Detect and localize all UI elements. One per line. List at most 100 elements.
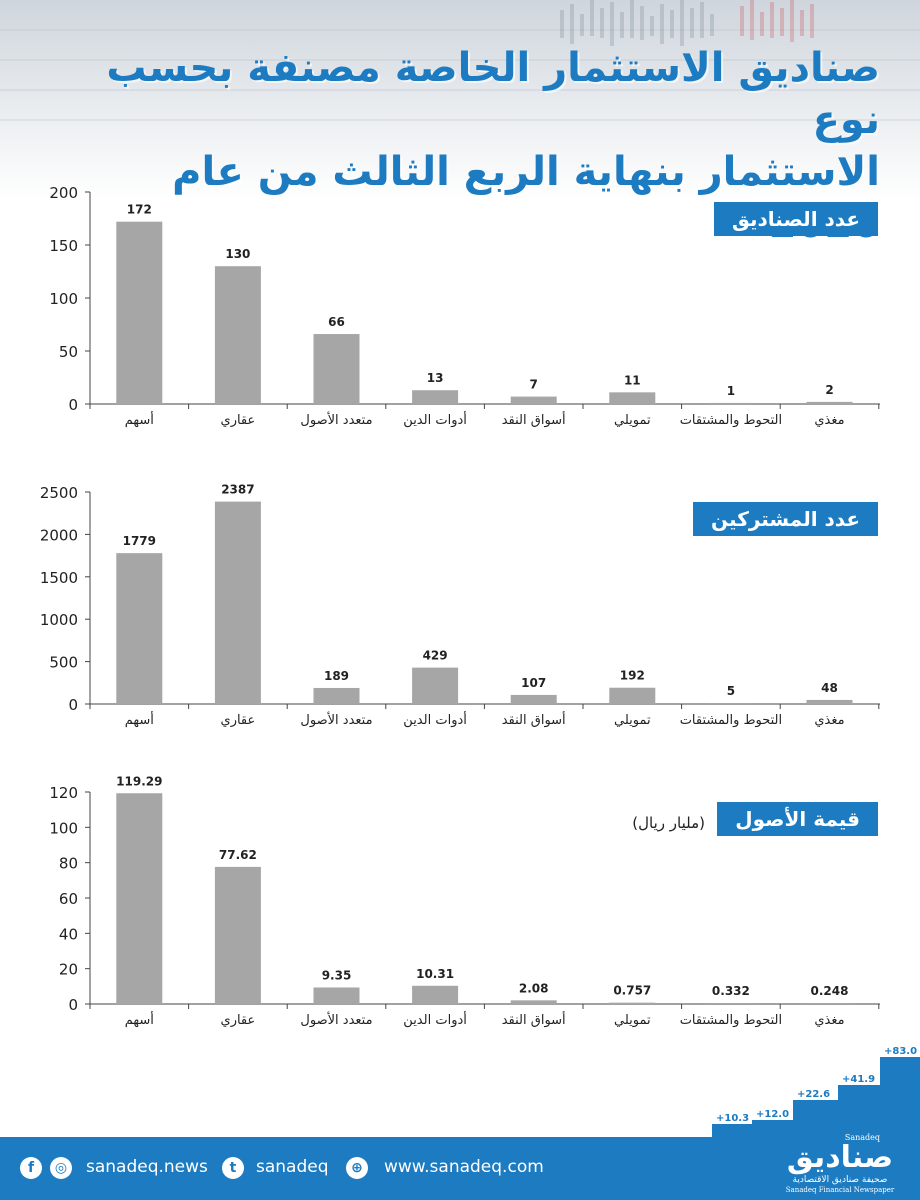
x-category-label: التحوط والمشتقات (680, 713, 782, 728)
twitter-icon[interactable]: t (222, 1157, 244, 1179)
bar-2 (313, 334, 360, 404)
y-tick-label: 150 (49, 237, 78, 255)
bar-7 (806, 401, 853, 404)
bar-2 (313, 687, 360, 704)
y-tick-label: 120 (49, 784, 78, 802)
x-category-label: التحوط والمشتقات (680, 413, 782, 428)
stair-step (880, 1057, 920, 1137)
stair-label: +22.6 (797, 1089, 830, 1100)
bar-0 (116, 553, 163, 704)
bar-2 (313, 987, 360, 1004)
x-category-label: أدوات الدين (403, 711, 467, 728)
x-category-label: عقاري (221, 413, 256, 428)
bar-value-label: 130 (225, 247, 250, 261)
y-tick-label: 100 (49, 819, 78, 837)
footer-twitter-handle[interactable]: sanadeq (256, 1157, 329, 1177)
bar-6 (707, 1003, 754, 1004)
hero-background (0, 0, 920, 200)
chart-number-of-funds: 0 50 100 150 200 172 أسهم 130 عقاري 66 متعدد الأصو… (0, 180, 920, 440)
bar-6 (707, 402, 754, 404)
bar-0 (116, 793, 163, 1004)
bar-3 (412, 667, 459, 704)
stair-step (712, 1124, 752, 1137)
y-tick-label: 100 (49, 290, 78, 308)
x-category-label: متعدد الأصول (300, 711, 372, 728)
bar-value-label: 0.757 (613, 984, 651, 998)
bar-value-label: 10.31 (416, 967, 454, 981)
footer-website[interactable]: www.sanadeq.com (384, 1157, 544, 1177)
brand-small-latin: Sanadeq (844, 1133, 880, 1142)
stair-step (838, 1085, 880, 1137)
x-category-label: أسهم (125, 411, 154, 428)
instagram-icon[interactable]: ◎ (50, 1157, 72, 1179)
bar-value-label: 2 (825, 383, 833, 397)
x-category-label: أسهم (125, 1011, 154, 1028)
bar-value-label: 7 (530, 378, 538, 392)
bar-value-label: 0.248 (811, 984, 849, 998)
bar-5 (609, 687, 656, 704)
brand-logo: Sanadeq صناديق صحيفة صناديق الاقتصادية S… (780, 1133, 900, 1195)
bar-value-label: 11 (624, 373, 641, 387)
y-tick-label: 500 (49, 654, 78, 672)
x-category-label: أسواق النقد (502, 411, 566, 428)
chart-number-of-subscribers-svg: 0 500 1000 1500 2000 2500 1779 أسهم 2387 عقاري 189… (40, 483, 880, 728)
y-tick-label: 60 (59, 890, 78, 908)
bar-value-label: 13 (427, 371, 444, 385)
bar-value-label: 107 (521, 676, 546, 690)
brand-subtitle-arabic: صحيفة صناديق الاقتصادية (792, 1175, 888, 1185)
chart-asset-value: 0 20 40 60 80 100 120 119.29 أسهم 77.62 عقاري 9.35 م… (0, 774, 920, 1040)
y-tick-label: 0 (68, 696, 78, 714)
x-category-label: عقاري (221, 713, 256, 728)
y-tick-label: 80 (59, 855, 78, 873)
bar-value-label: 2387 (221, 483, 254, 497)
x-category-label: أسواق النقد (502, 1011, 566, 1028)
bar-0 (116, 221, 163, 404)
facebook-icon[interactable]: f (20, 1157, 42, 1179)
x-category-label: مغذي (814, 713, 844, 728)
chart-number-of-subscribers-title: عدد المشتركين (693, 502, 878, 536)
bar-value-label: 48 (821, 681, 838, 695)
x-category-label: تمويلي (614, 713, 651, 728)
chart-number-of-funds-title: عدد الصناديق (714, 202, 878, 236)
x-category-label: أدوات الدين (403, 1011, 467, 1028)
stair-label: +41.9 (842, 1074, 875, 1085)
bar-value-label: 5 (727, 684, 735, 698)
chart-asset-value-title: قيمة الأصول (717, 802, 878, 836)
y-tick-label: 50 (59, 343, 78, 361)
bar-value-label: 77.62 (219, 848, 257, 862)
x-category-label: التحوط والمشتقات (680, 1013, 782, 1028)
bar-value-label: 192 (620, 669, 645, 683)
brand-subtitle-english: Sanadeq Financial Newspaper (785, 1186, 895, 1194)
stock-ticker-background (0, 0, 920, 121)
y-tick-label: 20 (59, 961, 78, 979)
bar-4 (510, 694, 557, 704)
y-tick-label: 1000 (40, 611, 78, 629)
x-category-label: أدوات الدين (403, 411, 467, 428)
x-category-label: تمويلي (614, 413, 651, 428)
bar-value-label: 172 (127, 203, 152, 217)
y-tick-label: 0 (68, 996, 78, 1014)
bar-5 (609, 1002, 656, 1004)
bar-value-label: 429 (423, 649, 448, 663)
bar-value-label: 9.35 (322, 968, 352, 982)
globe-icon[interactable]: ⊕ (346, 1157, 368, 1179)
x-category-label: عقاري (221, 1013, 256, 1028)
stair-step (752, 1120, 793, 1137)
page-title-line-1: صناديق الاستثمار الخاصة مصنفة بحسب نوع (106, 45, 880, 143)
brand-name: صناديق (786, 1140, 894, 1175)
bar-1 (214, 501, 261, 704)
y-tick-label: 200 (49, 184, 78, 202)
footer-bar: f ◎ sanadeq.news t sanadeq ⊕ www.sanadeq… (0, 1137, 920, 1200)
x-category-label: متعدد الأصول (300, 1011, 372, 1028)
stair-label: +83.0 (884, 1046, 917, 1057)
bar-value-label: 2.08 (519, 981, 549, 995)
bar-value-label: 119.29 (116, 774, 162, 788)
bar-value-label: 189 (324, 669, 349, 683)
x-category-label: متعدد الأصول (300, 411, 372, 428)
chart-number-of-subscribers: 0 500 1000 1500 2000 2500 1779 أسهم 2387 عقاري 189… (0, 480, 920, 740)
x-category-label: مغذي (814, 1013, 844, 1028)
bar-7 (806, 1003, 853, 1004)
footer-social-handle[interactable]: sanadeq.news (86, 1157, 208, 1177)
bar-value-label: 1779 (123, 534, 156, 548)
